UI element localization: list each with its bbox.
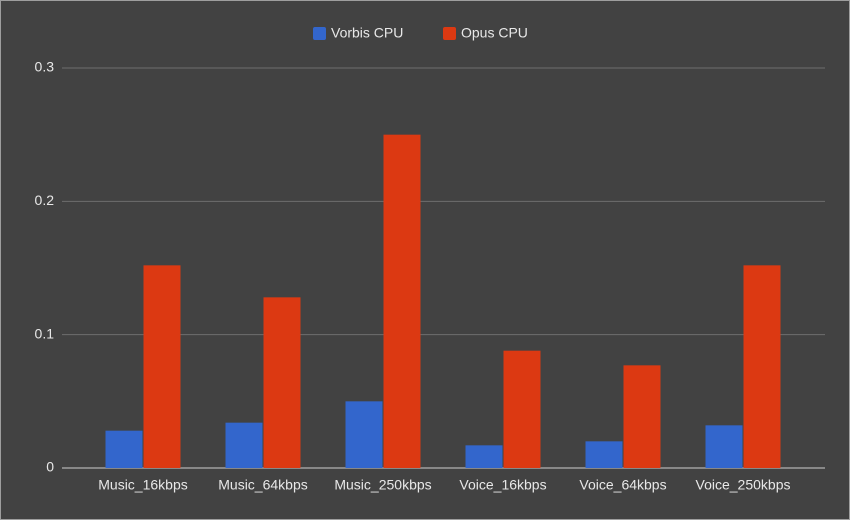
- y-tick-label: 0.3: [35, 59, 55, 75]
- legend-label: Vorbis CPU: [331, 25, 403, 41]
- legend-label: Opus CPU: [461, 25, 528, 41]
- bar: [503, 350, 541, 468]
- y-tick-label: 0: [46, 459, 54, 475]
- x-tick-label: Voice_16kbps: [459, 477, 546, 493]
- y-tick-label: 0.1: [35, 325, 55, 341]
- bar: [143, 265, 181, 468]
- legend-swatch: [313, 27, 326, 40]
- bar: [383, 134, 421, 468]
- bar: [465, 445, 503, 468]
- x-tick-label: Music_250kbps: [334, 477, 431, 493]
- x-tick-label: Music_16kbps: [98, 477, 188, 493]
- x-tick-label: Voice_250kbps: [696, 477, 791, 493]
- bar: [225, 422, 263, 468]
- bar: [743, 265, 781, 468]
- bar: [263, 297, 301, 468]
- x-tick-label: Music_64kbps: [218, 477, 308, 493]
- legend-swatch: [443, 27, 456, 40]
- x-tick-label: Voice_64kbps: [579, 477, 666, 493]
- bar: [585, 441, 623, 468]
- bar: [705, 425, 743, 468]
- bar: [345, 401, 383, 468]
- bar: [105, 430, 143, 468]
- y-tick-label: 0.2: [35, 192, 55, 208]
- bar: [623, 365, 661, 468]
